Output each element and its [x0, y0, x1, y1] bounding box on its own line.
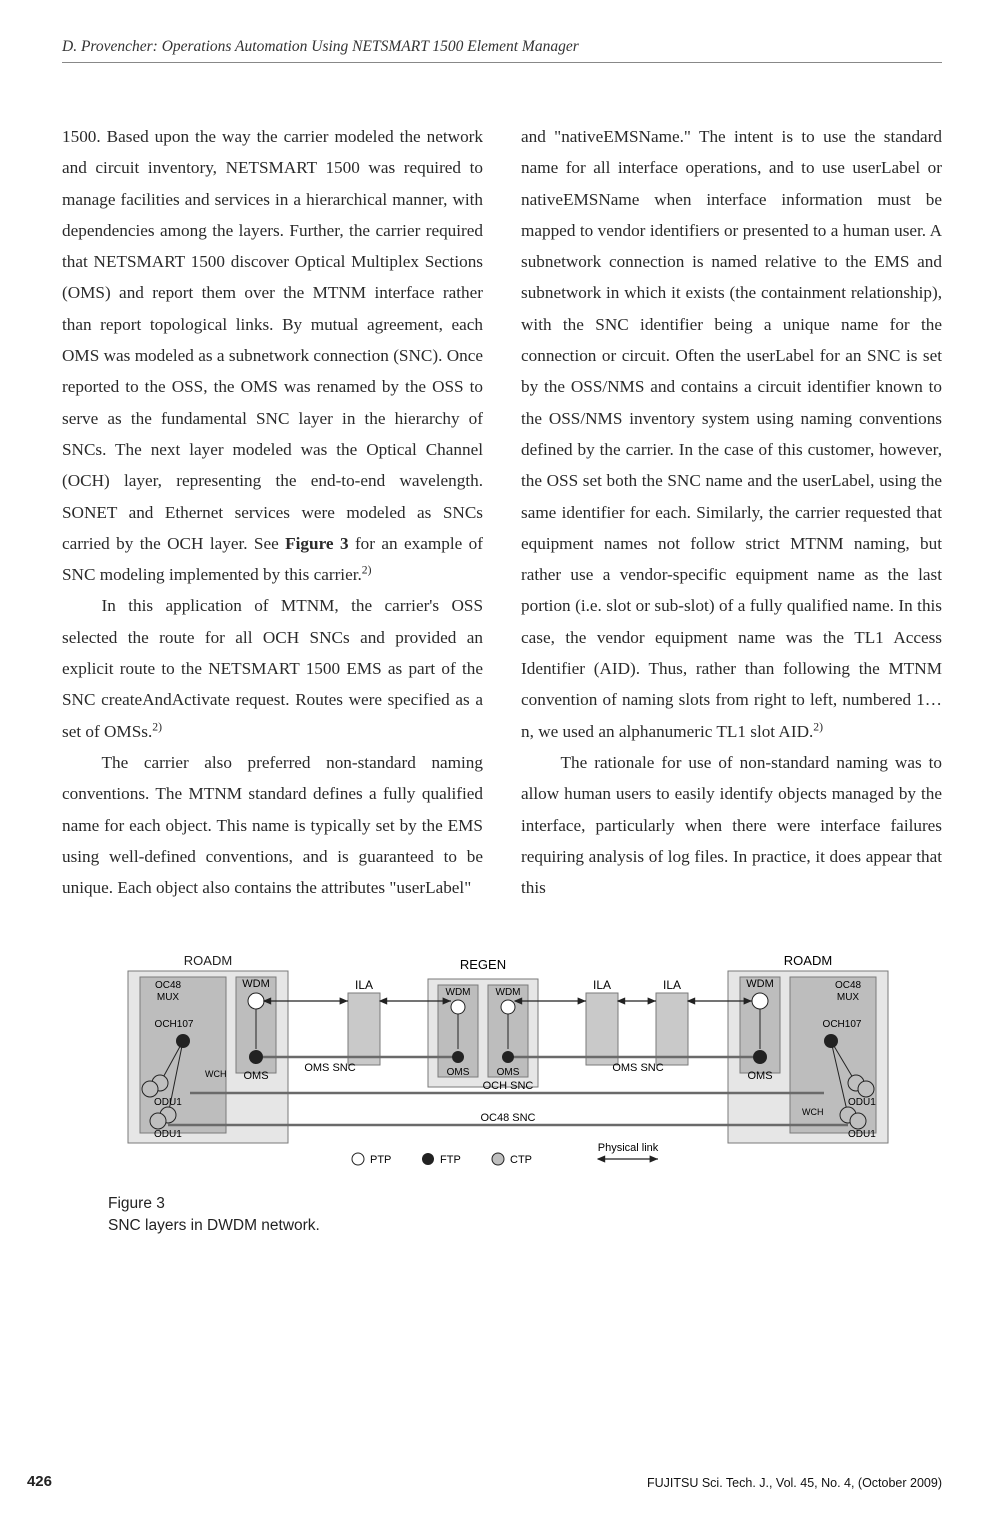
- para-left-3: The carrier also preferred non-standard …: [62, 747, 483, 903]
- ctp-r-2b: [850, 1113, 866, 1129]
- figure-svg: ROADM WDM OMS OC48 MUX OCH107 WCH ODU1 O…: [108, 949, 908, 1179]
- ila3-box: [656, 993, 688, 1065]
- caption-line1: Figure 3: [108, 1195, 165, 1212]
- och107-r: OCH107: [823, 1019, 862, 1030]
- regen-ptp-r: [501, 1000, 515, 1014]
- ftp-l-oms: [249, 1050, 263, 1064]
- regen-label: REGEN: [460, 957, 506, 972]
- oc48-l-1: OC48: [155, 980, 182, 991]
- wdm-r-text: WDM: [746, 978, 774, 990]
- odu1-l-2: ODU1: [154, 1129, 182, 1140]
- regen-wdm-l: WDM: [446, 987, 471, 998]
- page-footer: 426 FUJITSU Sci. Tech. J., Vol. 45, No. …: [0, 1473, 1004, 1490]
- running-head: D. Provencher: Operations Automation Usi…: [62, 38, 942, 56]
- journal-ref: FUJITSU Sci. Tech. J., Vol. 45, No. 4, (…: [647, 1476, 942, 1490]
- ila1-box: [348, 993, 380, 1065]
- ila2-label: ILA: [593, 978, 611, 992]
- och107-l: OCH107: [155, 1019, 194, 1030]
- ila1-label: ILA: [355, 978, 373, 992]
- legend: PTP FTP CTP Physical link: [352, 1142, 659, 1166]
- regen-oms-r: OMS: [497, 1067, 520, 1078]
- para-right-1: and "nativeEMSName." The intent is to us…: [521, 121, 942, 747]
- regen-ptp-l: [451, 1000, 465, 1014]
- leg-phys: Physical link: [598, 1142, 659, 1154]
- roadm-r-label: ROADM: [784, 953, 832, 968]
- p-right-1: and "nativeEMSName." The intent is to us…: [521, 127, 942, 741]
- para-left-1: 1500. Based upon the way the carrier mod…: [62, 121, 483, 590]
- sup-2: 2): [152, 720, 162, 733]
- leg-ftp: FTP: [440, 1154, 461, 1166]
- p-left-2: In this application of MTNM, the carrier…: [62, 596, 483, 740]
- left-column: 1500. Based upon the way the carrier mod…: [62, 121, 483, 903]
- ftp-r-oms: [753, 1050, 767, 1064]
- ptp-r: [752, 993, 768, 1009]
- leg-ctp: CTP: [510, 1154, 532, 1166]
- odu1-r-1: ODU1: [848, 1097, 876, 1108]
- oc48-l-2: MUX: [157, 992, 180, 1003]
- para-left-2: In this application of MTNM, the carrier…: [62, 590, 483, 746]
- ptp-l: [248, 993, 264, 1009]
- right-column: and "nativeEMSName." The intent is to us…: [521, 121, 942, 903]
- oc48-r-2: MUX: [837, 992, 860, 1003]
- para-right-2: The rationale for use of non-standard na…: [521, 747, 942, 903]
- och-snc-text: OCH SNC: [483, 1080, 534, 1092]
- wdm-l-text: WDM: [242, 978, 270, 990]
- caption-line2: SNC layers in DWDM network.: [108, 1217, 320, 1234]
- regen-wdm-r: WDM: [496, 987, 521, 998]
- mux-card-l: [140, 977, 226, 1133]
- odu1-l-1: ODU1: [154, 1097, 182, 1108]
- ctp-r-1b: [858, 1081, 874, 1097]
- odu1-r-2: ODU1: [848, 1129, 876, 1140]
- p-left-1a: 1500. Based upon the way the carrier mod…: [62, 127, 483, 553]
- leg-ptp: PTP: [370, 1154, 391, 1166]
- figure-caption: Figure 3 SNC layers in DWDM network.: [108, 1193, 942, 1236]
- oms-r-text: OMS: [747, 1070, 772, 1082]
- regen-ftp-r: [502, 1051, 514, 1063]
- oc48-r-1: OC48: [835, 980, 862, 991]
- regen-ftp-l: [452, 1051, 464, 1063]
- oc48-snc-text: OC48 SNC: [480, 1112, 535, 1124]
- oms-snc-l-text: OMS SNC: [304, 1062, 355, 1074]
- body-columns: 1500. Based upon the way the carrier mod…: [62, 121, 942, 903]
- ctp-l-2b: [150, 1113, 166, 1129]
- wch-l: WCH: [205, 1069, 227, 1079]
- header-rule: [62, 62, 942, 63]
- wch-r: WCH: [802, 1107, 824, 1117]
- oms-snc-r-text: OMS SNC: [612, 1062, 663, 1074]
- page-number: 426: [0, 1473, 62, 1490]
- sup-1: 2): [362, 563, 372, 576]
- oms-l-text: OMS: [243, 1070, 268, 1082]
- regen-oms-l: OMS: [447, 1067, 470, 1078]
- roadm-l-label: ROADM: [184, 953, 232, 968]
- sup-3: 2): [813, 720, 823, 733]
- ila2-box: [586, 993, 618, 1065]
- figure-3: ROADM WDM OMS OC48 MUX OCH107 WCH ODU1 O…: [108, 949, 942, 1236]
- ctp-l-1b: [142, 1081, 158, 1097]
- fig-ref: Figure 3: [285, 534, 348, 553]
- ila3-label: ILA: [663, 978, 681, 992]
